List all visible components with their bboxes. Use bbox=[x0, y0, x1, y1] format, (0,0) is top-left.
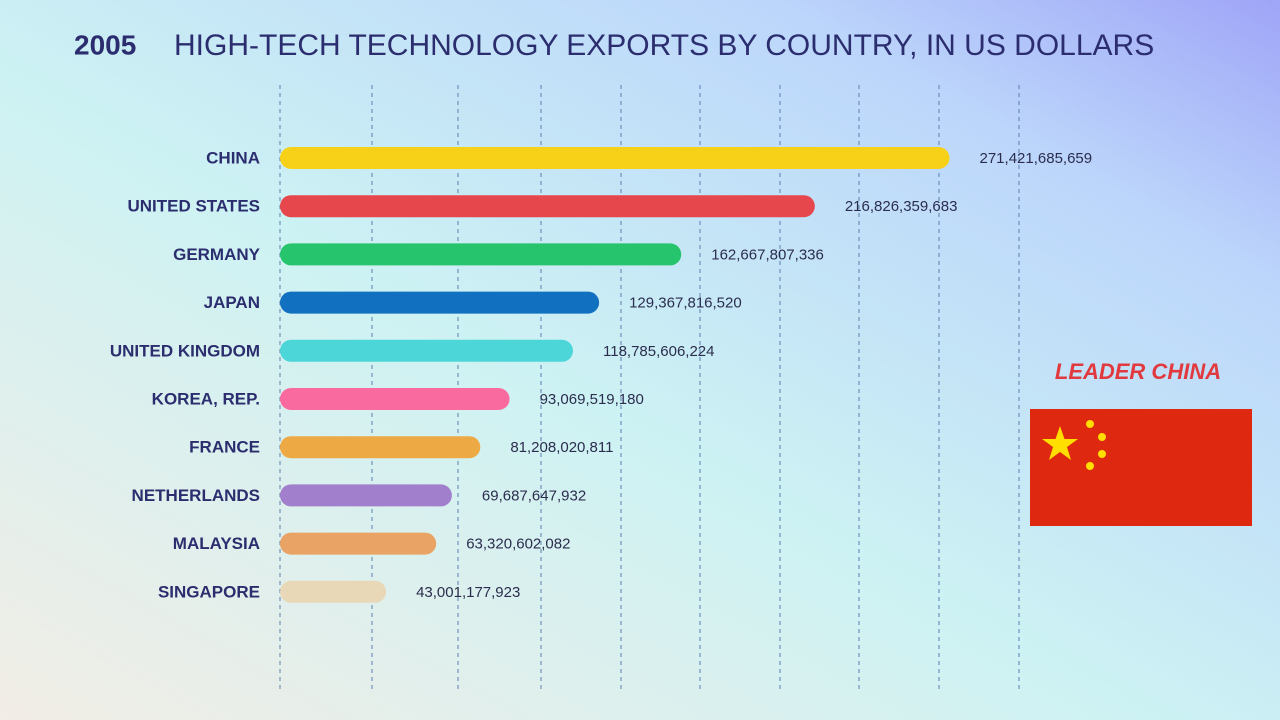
bar bbox=[280, 291, 600, 314]
value-label: 93,069,519,180 bbox=[540, 391, 644, 408]
year: 2005 bbox=[74, 29, 136, 60]
bar bbox=[280, 388, 510, 410]
bars: CHINA 271,421,685,659 UNITED STATES 216,826… bbox=[110, 147, 1092, 603]
bar bbox=[280, 436, 481, 459]
category-label: NETHERLANDS bbox=[132, 486, 260, 505]
value-label: 43,001,177,923 bbox=[416, 584, 520, 601]
bar bbox=[280, 195, 815, 218]
bar bbox=[280, 532, 437, 555]
value-label: 81,208,020,811 bbox=[510, 439, 613, 456]
bar bbox=[280, 580, 387, 603]
bar bbox=[280, 243, 682, 266]
value-label: 118,785,606,224 bbox=[603, 343, 715, 360]
bar bbox=[280, 484, 452, 507]
bar bbox=[280, 339, 574, 362]
bar bbox=[280, 147, 950, 169]
category-label: JAPAN bbox=[204, 293, 260, 312]
category-label: FRANCE bbox=[189, 438, 260, 457]
category-label: UNITED KINGDOM bbox=[110, 341, 260, 360]
category-label: KOREA, REP. bbox=[152, 389, 260, 408]
annotation: LEADER CHINA bbox=[1055, 359, 1221, 384]
category-label: MALAYSIA bbox=[173, 534, 260, 553]
value-label: 162,667,807,336 bbox=[711, 246, 824, 263]
flag bbox=[1030, 409, 1252, 526]
category-label: GERMANY bbox=[173, 245, 261, 264]
value-label: 63,320,602,082 bbox=[466, 536, 570, 553]
chart-title: HIGH-TECH TECHNOLOGY EXPORTS BY COUNTRY,… bbox=[174, 29, 1154, 62]
category-label: UNITED STATES bbox=[127, 197, 260, 216]
value-label: 271,421,685,659 bbox=[980, 150, 1093, 167]
category-label: SINGAPORE bbox=[158, 582, 260, 601]
value-label: 216,826,359,683 bbox=[845, 198, 958, 215]
category-label: CHINA bbox=[206, 148, 260, 167]
value-label: 69,687,647,932 bbox=[482, 487, 586, 504]
value-label: 129,367,816,520 bbox=[629, 295, 742, 312]
